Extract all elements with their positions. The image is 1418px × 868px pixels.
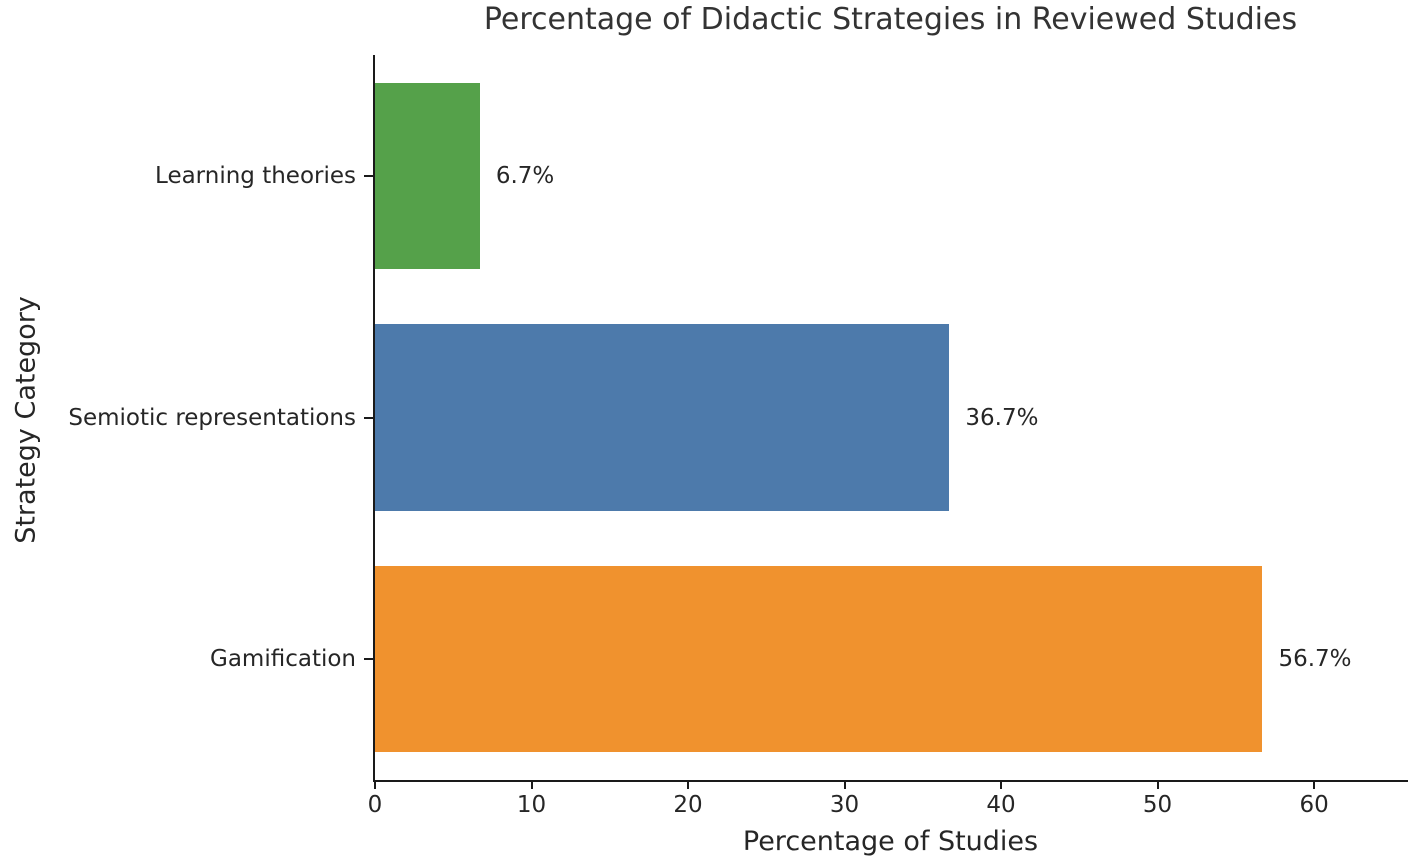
x-tick-label: 20 xyxy=(673,792,703,818)
x-tick-label: 60 xyxy=(1299,792,1329,818)
bar-learning-theories xyxy=(375,82,480,269)
x-tick-mark xyxy=(687,780,690,789)
bar-value-label: 56.7% xyxy=(1278,646,1352,673)
x-tick-mark xyxy=(843,780,846,789)
x-tick-mark xyxy=(374,780,376,789)
chart-title: Percentage of Didactic Strategies in Rev… xyxy=(483,2,1298,37)
x-tick-mark xyxy=(1313,780,1316,789)
x-tick-label: 10 xyxy=(516,792,547,818)
plot-area: 6.7% 36.7% 56.7% 0 10 20 30 40 50 60 xyxy=(364,55,1408,818)
x-tick-label: 40 xyxy=(986,792,1016,818)
bar-value-label: 6.7% xyxy=(495,162,555,189)
x-tick-mark xyxy=(530,780,533,789)
y-tick-mark xyxy=(364,174,373,177)
bar-semiotic-representations xyxy=(375,324,950,511)
x-axis-label: Percentage of Studies xyxy=(742,826,1039,857)
x-tick-label: 50 xyxy=(1142,792,1173,818)
x-tick-label: 30 xyxy=(829,792,860,818)
bar-gamification xyxy=(375,566,1263,753)
category-label: Semiotic representations xyxy=(68,404,356,431)
x-tick-mark xyxy=(1156,780,1159,789)
x-tick-mark xyxy=(1000,780,1003,789)
y-tick-mark xyxy=(364,658,373,661)
x-tick-label: 0 xyxy=(367,792,383,818)
y-tick-mark xyxy=(364,416,373,419)
category-label: Learning theories xyxy=(155,162,356,189)
category-label: Gamification xyxy=(210,646,356,673)
bar-value-label: 36.7% xyxy=(965,404,1039,431)
